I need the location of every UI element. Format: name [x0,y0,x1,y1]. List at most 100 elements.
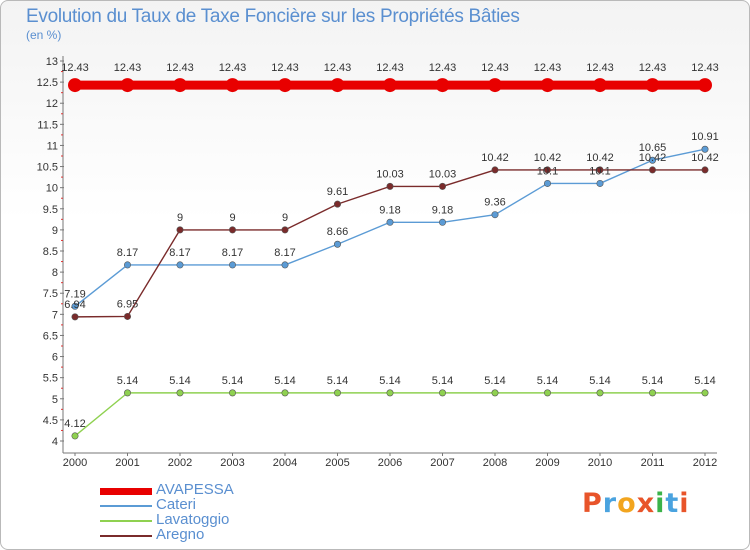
data-label-aregno: 10.03 [429,168,457,180]
x-tick-label: 2007 [430,457,454,469]
data-point-aregno [124,312,132,320]
data-label-avapessa: 12.43 [219,62,247,74]
data-point-avapessa [225,78,240,93]
data-label-lavatoggio: 5.14 [589,375,610,387]
data-point-lavatoggio [333,389,341,397]
legend-label-avapessa: AVAPESSA [156,481,234,498]
data-label-cateri: 8.66 [327,226,348,238]
data-label-cateri: 10.91 [691,131,719,143]
logo-letter: r [602,488,618,519]
data-label-avapessa: 12.43 [61,62,89,74]
y-tick-label: 5.5 [43,373,58,385]
data-label-aregno: 9.61 [327,186,348,198]
data-label-cateri: 8.17 [274,247,295,259]
data-point-aregno [491,166,499,174]
data-point-aregno [281,226,289,234]
data-label-cateri: 9.18 [379,204,400,216]
logo-letter: o [617,488,637,519]
data-label-aregno: 10.42 [586,152,614,164]
data-point-lavatoggio [596,389,604,397]
data-label-lavatoggio: 5.14 [169,375,190,387]
axes: 44.555.566.577.588.599.51010.51111.51212… [37,56,717,469]
data-label-avapessa: 12.43 [691,62,719,74]
data-label-avapessa: 12.43 [481,62,509,74]
y-tick-label: 11.5 [37,119,58,131]
data-point-avapessa [435,78,450,93]
data-point-lavatoggio [491,389,499,397]
y-tick-label: 7.5 [43,288,58,300]
data-label-aregno: 9 [177,212,183,224]
data-point-lavatoggio [648,389,656,397]
legend-swatch-cateri [100,505,152,507]
data-label-avapessa: 12.43 [534,62,562,74]
data-label-avapessa: 12.43 [271,62,299,74]
data-point-avapessa [120,78,135,93]
data-label-avapessa: 12.43 [166,62,194,74]
data-point-cateri [648,156,656,164]
x-tick-label: 2005 [325,457,349,469]
y-tick-label: 8.5 [43,246,58,258]
data-point-cateri [176,261,184,269]
data-label-avapessa: 12.43 [376,62,404,74]
logo-letter: i [679,488,690,519]
legend-swatch-aregno [100,535,152,537]
data-point-cateri [229,261,237,269]
data-label-lavatoggio: 5.14 [537,375,558,387]
data-point-cateri [71,302,79,310]
data-label-aregno: 6.94 [64,299,85,311]
y-tick-label: 12 [46,98,58,110]
data-label-cateri: 10.1 [589,165,610,177]
series-line-aregno [74,169,705,318]
y-tick-label: 5 [52,394,58,406]
legend-label-aregno: Aregno [156,526,205,543]
y-tick-label: 10.5 [37,162,58,174]
y-tick-label: 9.5 [43,204,58,216]
data-point-cateri [543,179,551,187]
data-label-cateri: 9.18 [432,204,453,216]
data-point-lavatoggio [124,389,132,397]
data-label-cateri: 8.17 [117,247,138,259]
logo-letter: t [665,488,680,519]
y-tick-label: 10 [46,183,58,195]
data-label-aregno: 10.03 [376,168,404,180]
data-label-lavatoggio: 5.14 [642,375,663,387]
data-point-avapessa [593,78,607,93]
data-label-aregno: 10.42 [481,152,509,164]
data-point-cateri [333,240,341,248]
data-label-avapessa: 12.43 [639,62,667,74]
data-label-lavatoggio: 5.14 [484,375,505,387]
legend-swatch-lavatoggio [100,520,152,522]
logo-letter: P [582,488,603,519]
y-tick-label: 4 [52,436,58,448]
data-label-cateri: 8.17 [169,247,190,259]
data-point-aregno [71,313,79,321]
data-point-lavatoggio [229,389,237,397]
data-label-cateri: 8.17 [222,247,243,259]
data-label-aregno: 6.95 [117,298,138,310]
data-label-cateri: 9.36 [484,197,505,209]
data-labels: 12.43 12.43 12.43 12.43 12.43 12.43 12.43 12.43… [61,62,719,430]
data-label-lavatoggio: 5.14 [117,375,138,387]
data-label-aregno: 9 [229,212,235,224]
data-label-cateri: 10.1 [537,165,558,177]
data-label-lavatoggio: 5.14 [274,375,295,387]
data-label-avapessa: 12.43 [324,62,352,74]
y-tick-label: 9 [52,225,58,237]
data-point-avapessa [383,78,397,93]
data-point-lavatoggio [71,432,79,440]
data-point-lavatoggio [701,389,709,397]
data-label-avapessa: 12.43 [429,62,457,74]
proxiti-logo: Proxiti [582,488,690,519]
data-label-cateri: 10.65 [639,142,667,154]
data-point-aregno [596,166,604,174]
data-point-aregno [176,226,184,234]
logo-letter: x [636,488,656,519]
logo-letter: i [655,488,666,519]
x-tick-label: 2002 [168,457,192,469]
data-point-aregno [333,200,341,208]
y-tick-label: 13 [46,56,58,68]
series-lines [68,78,712,440]
data-point-lavatoggio [176,389,184,397]
data-point-cateri [281,261,289,269]
